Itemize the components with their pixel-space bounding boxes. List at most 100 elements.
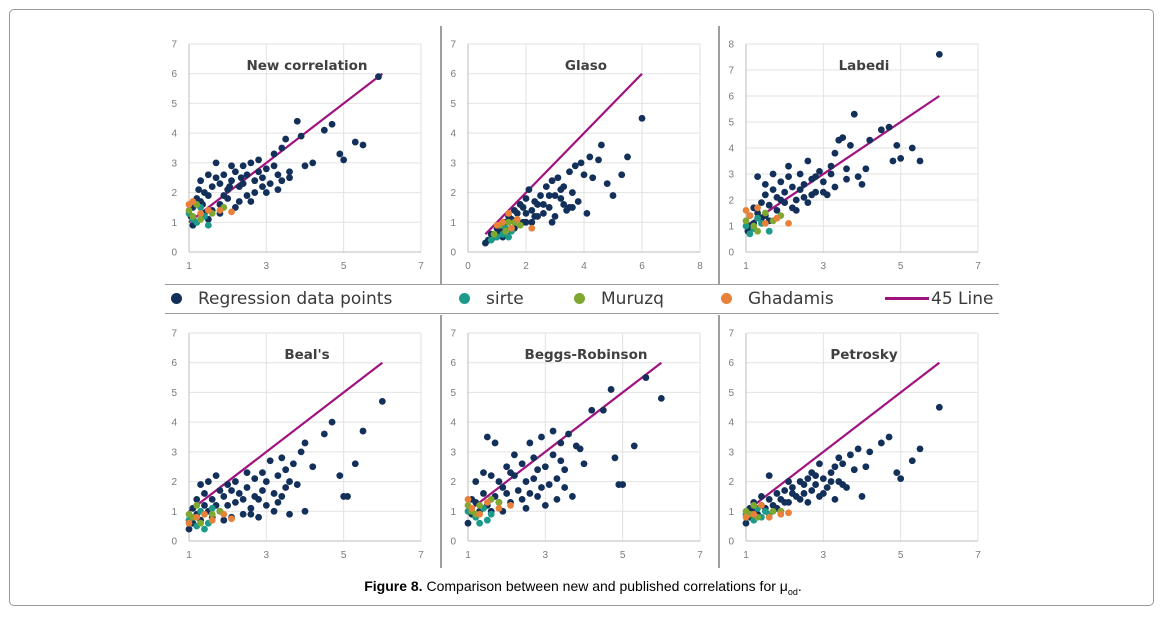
data-point [819,188,827,196]
data-point [557,439,565,447]
data-point [847,142,854,149]
data-point [765,227,773,235]
y-tick-label: 7 [171,40,177,51]
x-tick-label: 7 [697,550,703,561]
data-point [228,162,235,170]
data-point [212,174,220,182]
data-point [823,484,831,491]
data-point [847,451,854,459]
legend-marker-muruzq [574,293,585,304]
data-point [189,198,197,205]
panel-divider [440,315,442,568]
data-point [839,460,847,468]
data-point [197,215,204,223]
y-tick-label: 4 [450,418,456,429]
y-tick-label: 1 [171,507,177,518]
series-regression-data-points [482,114,646,247]
data-point [551,192,559,199]
data-point [642,374,650,381]
data-point [808,191,816,199]
y-tick-label: 5 [728,118,734,129]
data-point [862,463,870,471]
data-point [208,504,216,512]
data-point [586,153,594,161]
x-tick-label: 4 [581,261,587,272]
data-point [850,466,858,474]
data-point [796,496,804,503]
series-ghadamis [742,204,792,227]
data-point [750,501,758,509]
x-tick-label: 7 [418,550,424,561]
data-point [866,136,874,144]
panel-title: Glaso [565,58,607,74]
y-tick-label: 3 [728,170,734,181]
data-point [588,406,596,414]
data-point [513,209,521,217]
data-point [278,144,286,152]
data-point [487,510,495,518]
data-point [843,165,850,173]
data-point [746,212,754,220]
data-point [889,157,897,165]
data-point [262,501,270,509]
data-point [255,496,262,503]
y-tick-label: 7 [450,40,456,51]
data-point [204,478,212,485]
data-point [765,201,773,209]
data-point [228,208,235,216]
data-point [282,135,290,143]
y-tick-label: 7 [728,329,734,340]
data-point [754,209,761,217]
data-point [522,478,530,485]
series-regression-data-points [464,374,665,527]
data-point [553,496,561,503]
caption-subscript: od [787,586,798,597]
data-point [286,510,293,518]
data-point [742,222,750,230]
y-gridlines [746,43,978,227]
x-tick-label: 1 [186,261,192,272]
y-tick-label: 8 [728,40,734,51]
data-point [282,466,290,474]
data-point [204,171,212,179]
data-point [216,207,224,214]
data-point [789,484,796,491]
data-point [557,195,565,202]
data-point [777,178,785,186]
y-tick-label: 4 [728,418,734,429]
data-point [557,457,565,465]
data-point [476,510,483,518]
data-point [537,192,544,199]
y-tick-label: 1 [450,218,456,229]
data-point [493,221,501,229]
data-point [505,209,512,217]
panel-divider [440,26,442,284]
x-tick-label: 1 [743,550,749,561]
data-point [750,510,758,518]
data-point [262,478,270,485]
data-point [548,177,556,185]
data-point [808,469,816,477]
data-point [545,204,553,211]
data-point [538,484,545,491]
data-point [491,439,499,447]
data-point [259,183,266,191]
data-point [468,504,476,512]
scatter-panel-glaso: 0 2 4 6 8 0 1 2 3 4 5 6 7 Glaso [450,40,703,273]
data-point [630,442,638,450]
x-tick-label: 3 [821,261,827,272]
y-tick-label: 3 [450,158,456,169]
y-tick-label: 0 [171,248,177,259]
data-point [916,157,924,165]
legend-label-ghadamis: Ghadamis [748,288,834,309]
x-tick-label: 1 [465,550,471,561]
data-point [502,227,510,235]
data-point [758,493,765,500]
y-tick-label: 2 [728,477,734,488]
data-point [769,186,777,194]
data-point [208,510,216,518]
data-point [742,207,750,214]
data-point [819,178,827,186]
